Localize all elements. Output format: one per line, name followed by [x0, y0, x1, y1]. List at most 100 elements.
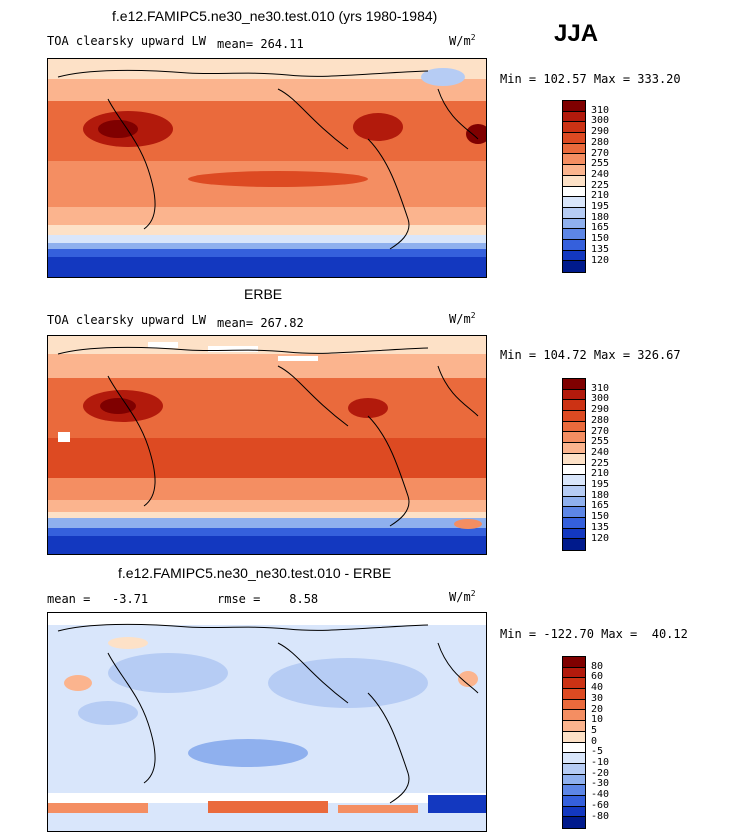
colorbar-swatch	[563, 699, 585, 711]
colorbar-tick-label: 150	[591, 233, 610, 245]
panel-1-mean: mean= 264.11	[217, 37, 304, 51]
colorbar-tick-label: 135	[591, 521, 610, 533]
colorbar-swatch	[563, 507, 585, 518]
colorbar-tick-label: 255	[591, 158, 610, 170]
colorbar-tick-label: 5	[591, 724, 598, 736]
colorbar-swatch	[563, 721, 585, 732]
colorbar-swatch	[563, 250, 585, 262]
colorbar-swatch	[563, 785, 585, 796]
colorbar-swatch	[563, 400, 585, 412]
colorbar-swatch	[563, 753, 585, 764]
panel-2-units: W/m2	[449, 311, 476, 326]
panel-2-variable: TOA clearsky upward LW	[47, 313, 206, 327]
colorbar-swatch	[563, 657, 585, 668]
colorbar-tick-label: 195	[591, 479, 610, 490]
colorbar-tick-label: 280	[591, 136, 610, 148]
colorbar-tick-label: 240	[591, 446, 610, 458]
colorbar-swatch	[563, 143, 585, 155]
colorbar-tick-label: 150	[591, 511, 610, 523]
colorbar-tick-label: 120	[591, 532, 610, 544]
colorbar-tick-label: 135	[591, 243, 610, 255]
colorbar-tick-label: 80	[591, 660, 604, 672]
season-label: JJA	[554, 20, 599, 47]
colorbar-swatch	[563, 485, 585, 497]
panel-1-map-field	[48, 59, 486, 277]
panel-1-minmax: Min = 102.57 Max = 333.20	[500, 72, 681, 86]
colorbar-tick-label: 165	[591, 222, 610, 234]
colorbar-swatch	[563, 667, 585, 679]
colorbar-tick-label: 240	[591, 168, 610, 180]
colorbar-tick-label: 180	[591, 211, 610, 223]
panel-3-title: f.e12.FAMIPC5.ne30_ne30.test.010 - ERBE	[118, 565, 392, 581]
colorbar-tick-label: -5	[591, 746, 604, 758]
colorbar-tick-label: 225	[591, 179, 610, 191]
panel-2-map	[47, 335, 487, 555]
colorbar-swatch	[563, 774, 585, 786]
colorbar-tick-label: 225	[591, 457, 610, 469]
panel-1-units: W/m2	[449, 33, 476, 48]
colorbar-swatch	[563, 539, 585, 550]
colorbar-tick-label: 280	[591, 414, 610, 426]
colorbar-swatch	[563, 133, 585, 144]
panel-1-variable: TOA clearsky upward LW	[47, 34, 206, 48]
colorbar-tick-label: 60	[591, 671, 604, 683]
panel-2-minmax: Min = 104.72 Max = 326.67	[500, 348, 681, 362]
colorbar-tick-label: 165	[591, 500, 610, 512]
colorbar-swatch	[563, 528, 585, 540]
colorbar-swatch	[563, 496, 585, 508]
colorbar-tick-label: 40	[591, 682, 604, 694]
panel-3-colorbar	[562, 656, 586, 829]
colorbar-swatch	[563, 122, 585, 134]
colorbar-tick-label: 300	[591, 115, 610, 127]
panel-3-units: W/m2	[449, 589, 476, 604]
colorbar-tick-label: -60	[591, 799, 610, 811]
colorbar-swatch	[563, 806, 585, 818]
colorbar-swatch	[563, 175, 585, 187]
panel-1-map	[47, 58, 487, 278]
colorbar-swatch	[563, 379, 585, 390]
colorbar-swatch	[563, 186, 585, 198]
colorbar-swatch	[563, 517, 585, 529]
panel-3-map-field	[48, 613, 486, 831]
colorbar-swatch	[563, 229, 585, 240]
colorbar-tick-label: 20	[591, 703, 604, 715]
panel-3-rmse: rmse = 8.58	[217, 592, 319, 606]
colorbar-tick-label: -40	[591, 789, 610, 801]
colorbar-swatch	[563, 197, 585, 208]
colorbar-swatch	[563, 101, 585, 112]
colorbar-tick-label: 210	[591, 190, 610, 202]
colorbar-tick-label: 310	[591, 104, 610, 116]
colorbar-tick-label: 30	[591, 692, 604, 704]
colorbar-swatch	[563, 689, 585, 700]
colorbar-tick-label: 255	[591, 436, 610, 448]
colorbar-swatch	[563, 453, 585, 465]
colorbar-tick-label: -30	[591, 778, 610, 790]
panel-2-colorbar	[562, 378, 586, 551]
colorbar-tick-label: -80	[591, 810, 610, 822]
colorbar-swatch	[563, 261, 585, 272]
colorbar-swatch	[563, 464, 585, 476]
colorbar-tick-label: 270	[591, 147, 610, 159]
colorbar-tick-label: 0	[591, 735, 598, 747]
colorbar-tick-label: -20	[591, 767, 610, 779]
colorbar-swatch	[563, 165, 585, 176]
colorbar-swatch	[563, 207, 585, 219]
colorbar-swatch	[563, 411, 585, 422]
colorbar-swatch	[563, 389, 585, 401]
panel-3-map	[47, 612, 487, 832]
colorbar-swatch	[563, 731, 585, 743]
colorbar-tick-label: 120	[591, 254, 610, 266]
panel-1-colorbar	[562, 100, 586, 273]
colorbar-swatch	[563, 239, 585, 251]
panel-1-title: f.e12.FAMIPC5.ne30_ne30.test.010 (yrs 19…	[112, 8, 438, 24]
colorbar-swatch	[563, 432, 585, 444]
colorbar-swatch	[563, 710, 585, 722]
colorbar-tick-label: -10	[591, 757, 610, 768]
colorbar-swatch	[563, 111, 585, 123]
colorbar-tick-label: 180	[591, 489, 610, 501]
colorbar-swatch	[563, 218, 585, 230]
colorbar-swatch	[563, 742, 585, 754]
colorbar-swatch	[563, 763, 585, 775]
colorbar-tick-label: 10	[591, 714, 604, 726]
panel-3-mean: mean = -3.71	[47, 592, 149, 606]
